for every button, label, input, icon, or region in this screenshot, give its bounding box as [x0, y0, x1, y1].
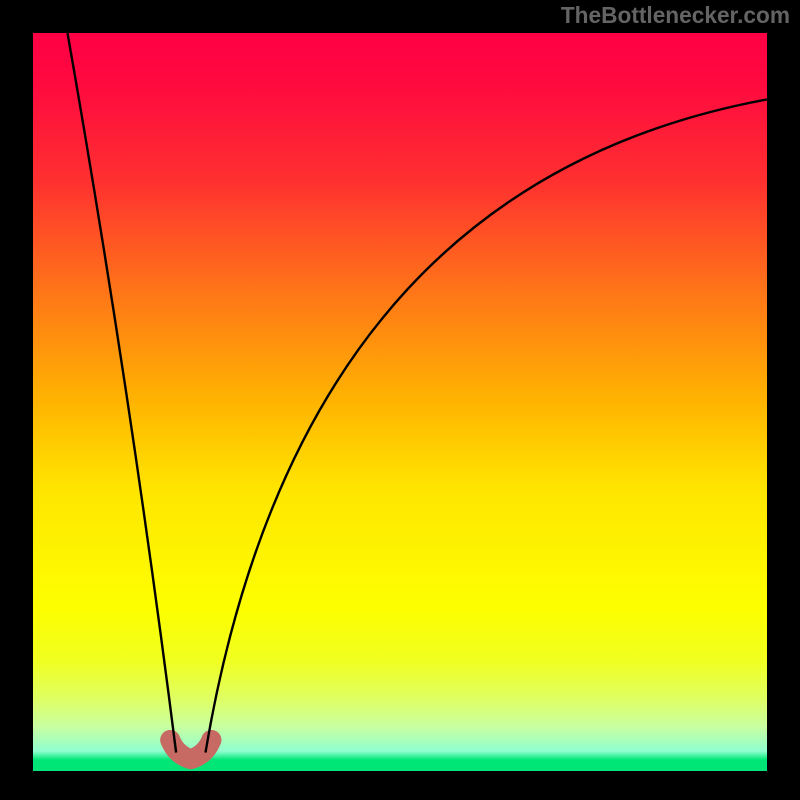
chart-svg	[33, 33, 767, 771]
frame: TheBottlenecker.com	[0, 0, 800, 800]
valley-marker	[201, 730, 221, 750]
watermark-text: TheBottlenecker.com	[561, 2, 790, 29]
chart-background	[33, 33, 767, 771]
chart-area	[33, 33, 767, 771]
valley-marker	[160, 730, 180, 750]
